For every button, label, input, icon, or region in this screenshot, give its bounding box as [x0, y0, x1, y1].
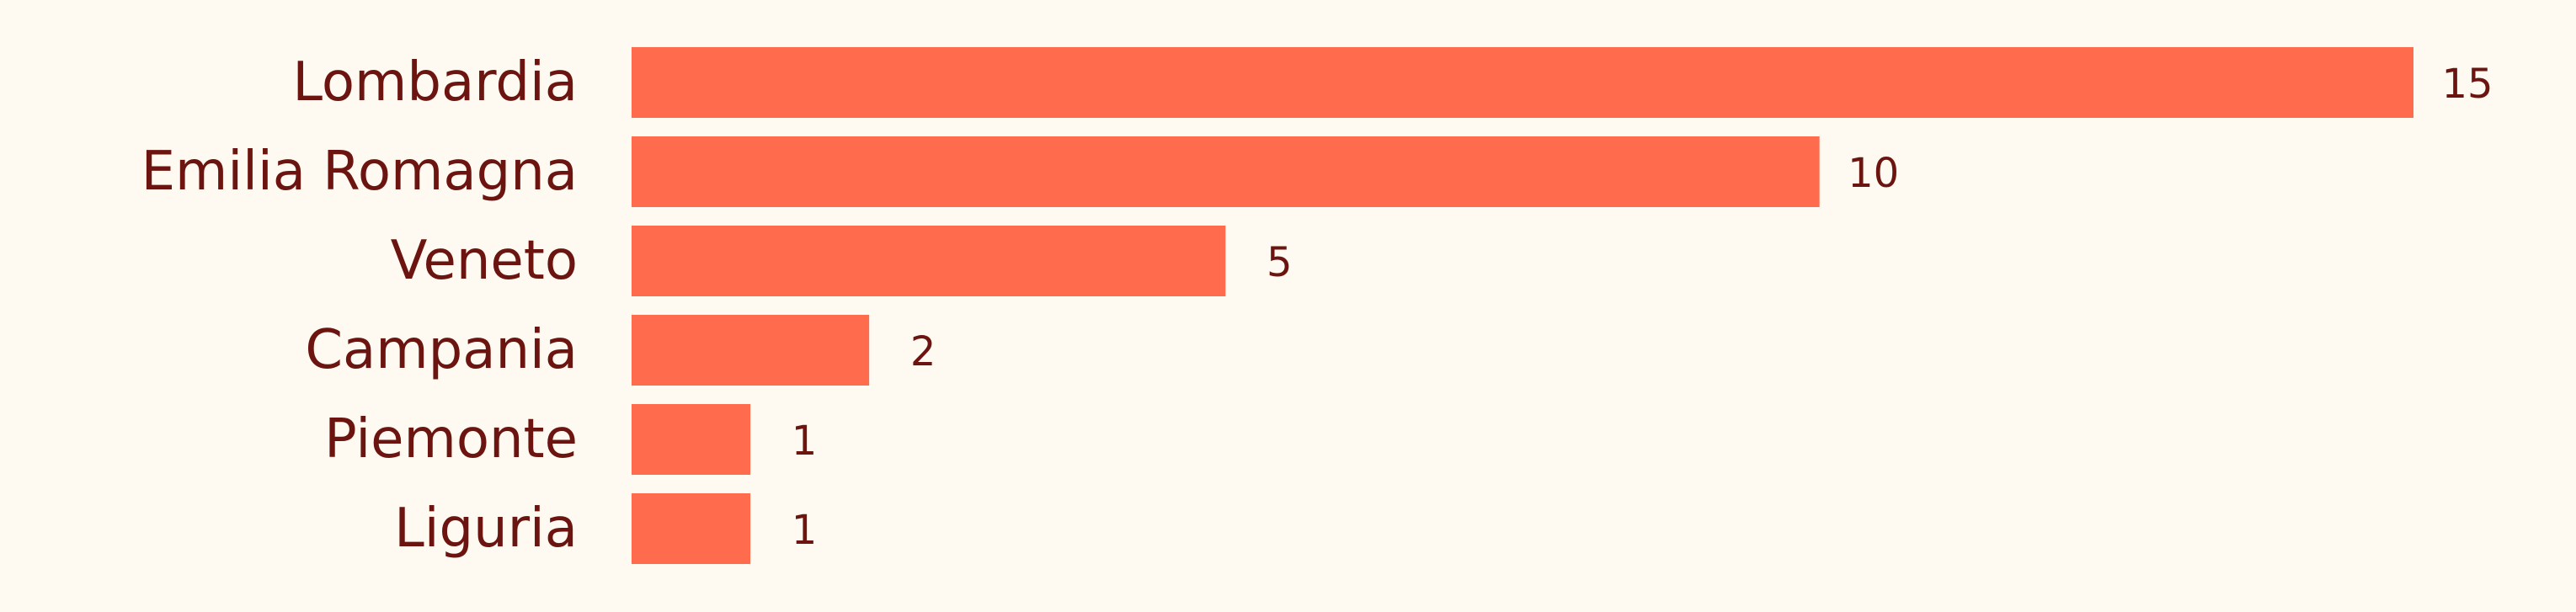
value-label: 10 [1848, 150, 1899, 197]
category-label: Liguria [394, 498, 578, 560]
value-labels: 15 10 5 2 1 1 [792, 61, 2493, 554]
bar-liguria [632, 493, 751, 564]
value-label: 1 [792, 507, 818, 554]
category-label: Emilia Romagna [141, 141, 578, 203]
bars-layer [632, 47, 2413, 564]
category-label: Campania [305, 319, 578, 381]
value-label: 15 [2441, 61, 2493, 108]
category-label: Lombardia [292, 51, 578, 114]
value-label: 2 [910, 328, 936, 375]
bar-piemonte [632, 404, 751, 475]
bar-campania [632, 315, 870, 386]
category-label: Veneto [391, 230, 578, 292]
value-label: 5 [1267, 239, 1293, 286]
category-label: Piemonte [324, 408, 578, 471]
bar-lombardia [632, 47, 2413, 118]
bar-emilia-romagna [632, 136, 1820, 207]
category-labels: Lombardia Emilia Romagna Veneto Campania Pie… [141, 51, 578, 560]
value-label: 1 [792, 418, 818, 465]
bar-veneto [632, 226, 1226, 296]
